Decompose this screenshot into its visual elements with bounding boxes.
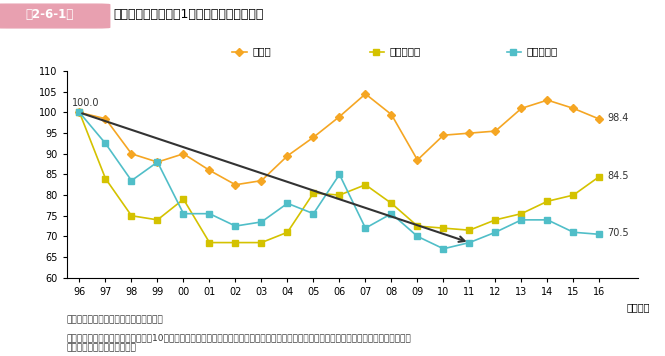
Text: 第2-6-1図: 第2-6-1図 xyxy=(26,8,74,21)
FancyBboxPatch shape xyxy=(0,4,110,28)
Text: （注）ここでいう大企業とは資本金10億円以上の企業、中規模企業とは資本金１千万円以上１億円未満の企業、小規模企業とは資本金１千万
　　　円未満の企業とする。: （注）ここでいう大企業とは資本金10億円以上の企業、中規模企業とは資本金１千万円… xyxy=(66,333,411,352)
Text: 企業規模別に見た、1社当たり売上高の推移: 企業規模別に見た、1社当たり売上高の推移 xyxy=(113,8,263,21)
Text: 資料：財務省「法人企業統計調査年報」: 資料：財務省「法人企業統計調査年報」 xyxy=(66,315,163,324)
Text: 大企業: 大企業 xyxy=(253,47,271,57)
Text: （年度）: （年度） xyxy=(626,303,650,313)
Text: 70.5: 70.5 xyxy=(607,229,629,239)
Text: 中規模企業: 中規模企業 xyxy=(390,47,421,57)
Text: 98.4: 98.4 xyxy=(607,113,628,123)
Text: 小規模企業: 小規模企業 xyxy=(527,47,558,57)
Text: 84.5: 84.5 xyxy=(607,171,628,180)
Text: 100.0: 100.0 xyxy=(72,98,99,108)
